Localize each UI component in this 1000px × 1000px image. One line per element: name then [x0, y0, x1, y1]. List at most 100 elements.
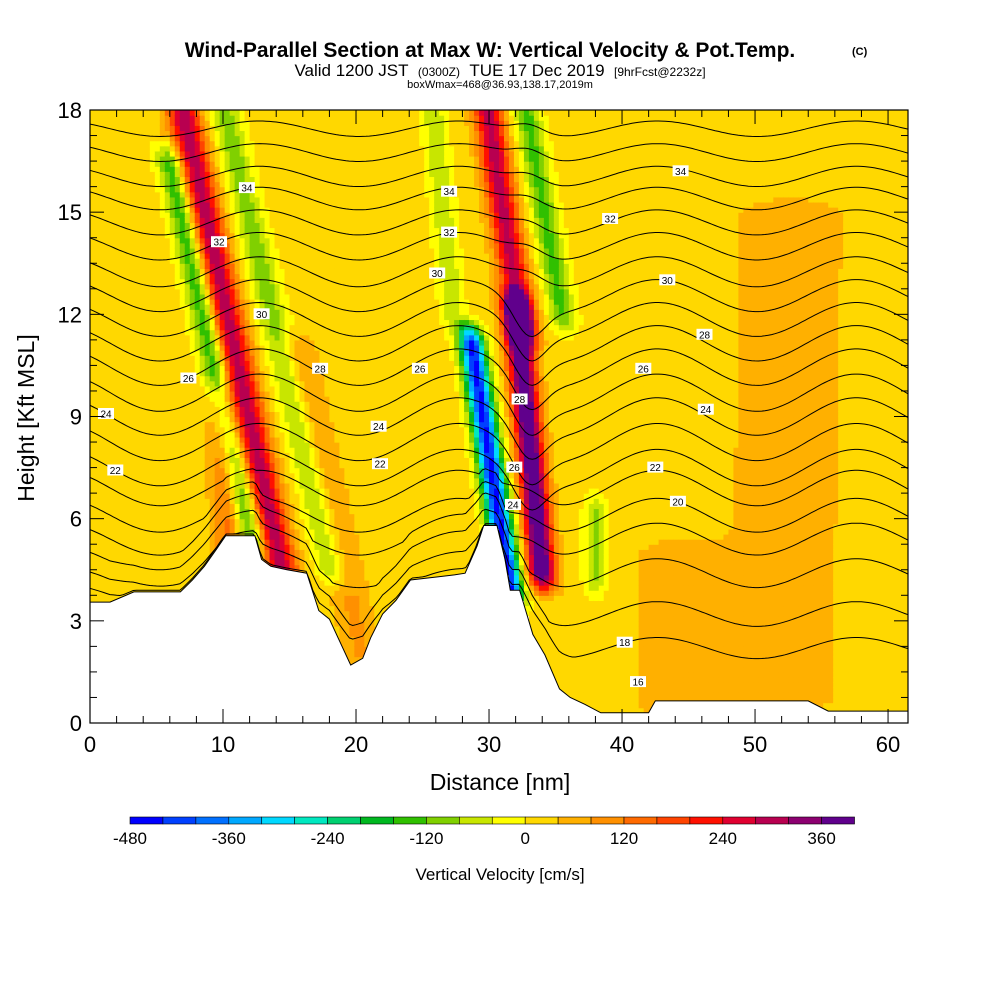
heatmap-cell — [279, 125, 286, 132]
heatmap-cell — [274, 477, 281, 484]
heatmap-cell — [179, 360, 186, 367]
heatmap-cell — [329, 620, 335, 627]
heatmap-cell — [214, 426, 221, 433]
heatmap-cell — [224, 447, 231, 453]
heatmap-cell — [314, 171, 321, 178]
heatmap-cell — [249, 406, 256, 412]
heatmap-cell — [99, 452, 106, 458]
heatmap-cell — [229, 375, 236, 382]
heatmap-cell — [169, 426, 176, 433]
heatmap-cell — [124, 401, 131, 407]
heatmap-cell — [214, 253, 221, 259]
heatmap-cell — [90, 554, 96, 561]
heatmap-cell — [134, 528, 141, 535]
heatmap-cell — [139, 278, 146, 285]
heatmap-cell — [99, 253, 106, 259]
heatmap-cell — [134, 263, 141, 269]
heatmap-cell — [104, 421, 111, 428]
heatmap-cell — [109, 329, 116, 336]
heatmap-cell — [154, 539, 161, 545]
heatmap-cell — [159, 375, 166, 382]
heatmap-cell — [189, 498, 196, 504]
heatmap-cell — [129, 574, 136, 581]
heatmap-cell — [139, 135, 146, 142]
heatmap-cell — [209, 426, 216, 433]
heatmap-cell — [159, 334, 166, 341]
heatmap-cell — [319, 120, 326, 126]
heatmap-cell — [164, 115, 171, 121]
heatmap-cell — [289, 191, 296, 198]
heatmap-cell — [144, 191, 151, 198]
heatmap-cell — [289, 411, 296, 418]
heatmap-cell — [339, 426, 345, 433]
heatmap-cell — [154, 406, 161, 412]
heatmap-cell — [119, 564, 126, 571]
heatmap-cell — [119, 421, 126, 428]
heatmap-cell — [114, 370, 121, 377]
heatmap-cell — [229, 237, 236, 244]
heatmap-cell — [199, 508, 206, 515]
heatmap-cell — [104, 155, 111, 162]
heatmap-cell — [94, 258, 101, 264]
heatmap-cell — [254, 390, 261, 397]
heatmap-cell — [174, 273, 181, 280]
heatmap-cell — [164, 365, 171, 372]
heatmap-cell — [304, 554, 311, 561]
heatmap-cell — [219, 232, 226, 239]
heatmap-cell — [174, 155, 181, 162]
heatmap-cell — [139, 416, 146, 423]
heatmap-cell — [249, 125, 256, 132]
heatmap-cell — [199, 528, 206, 535]
heatmap-cell — [294, 544, 301, 550]
heatmap-cell — [329, 442, 335, 448]
heatmap-cell — [189, 472, 196, 479]
heatmap-cell — [214, 503, 221, 510]
heatmap-cell — [279, 145, 286, 152]
heatmap-cell — [224, 212, 231, 218]
heatmap-cell — [224, 436, 231, 443]
heatmap-cell — [104, 207, 111, 213]
heatmap-cell — [334, 365, 340, 372]
heatmap-cell — [279, 380, 286, 387]
heatmap-cell — [119, 569, 126, 576]
heatmap-cell — [324, 293, 331, 300]
heatmap-cell — [119, 161, 126, 167]
heatmap-cell — [99, 559, 106, 566]
heatmap-cell — [279, 247, 286, 254]
heatmap-cell — [94, 283, 101, 290]
heatmap-cell — [174, 375, 181, 382]
heatmap-cell — [264, 533, 271, 540]
heatmap-cell — [99, 365, 106, 372]
heatmap-cell — [209, 115, 216, 121]
heatmap-cell — [309, 457, 316, 464]
heatmap-cell — [259, 155, 266, 162]
heatmap-cell — [339, 498, 345, 504]
heatmap-cell — [94, 396, 101, 402]
heatmap-cell — [279, 360, 286, 367]
heatmap-cell — [279, 457, 286, 464]
heatmap-cell — [194, 498, 201, 504]
heatmap-cell — [99, 232, 106, 239]
heatmap-cell — [159, 217, 166, 223]
heatmap-cell — [339, 401, 345, 407]
heatmap-cell — [179, 549, 186, 556]
heatmap-cell — [109, 585, 116, 591]
heatmap-cell — [199, 258, 206, 264]
heatmap-cell — [339, 503, 345, 510]
heatmap-cell — [309, 319, 316, 326]
heatmap-cell — [94, 539, 101, 545]
heatmap-cell — [244, 467, 251, 474]
heatmap-cell — [124, 222, 131, 229]
heatmap-cell — [114, 161, 121, 167]
heatmap-cell — [314, 462, 321, 469]
heatmap-cell — [339, 380, 345, 387]
heatmap-cell — [159, 401, 166, 407]
heatmap-cell — [249, 293, 256, 300]
heatmap-cell — [279, 559, 286, 566]
heatmap-cell — [179, 237, 186, 244]
heatmap-cell — [229, 442, 236, 448]
heatmap-cell — [269, 222, 276, 229]
heatmap-cell — [124, 319, 131, 326]
heatmap-cell — [274, 544, 281, 550]
heatmap-cell — [184, 447, 191, 453]
